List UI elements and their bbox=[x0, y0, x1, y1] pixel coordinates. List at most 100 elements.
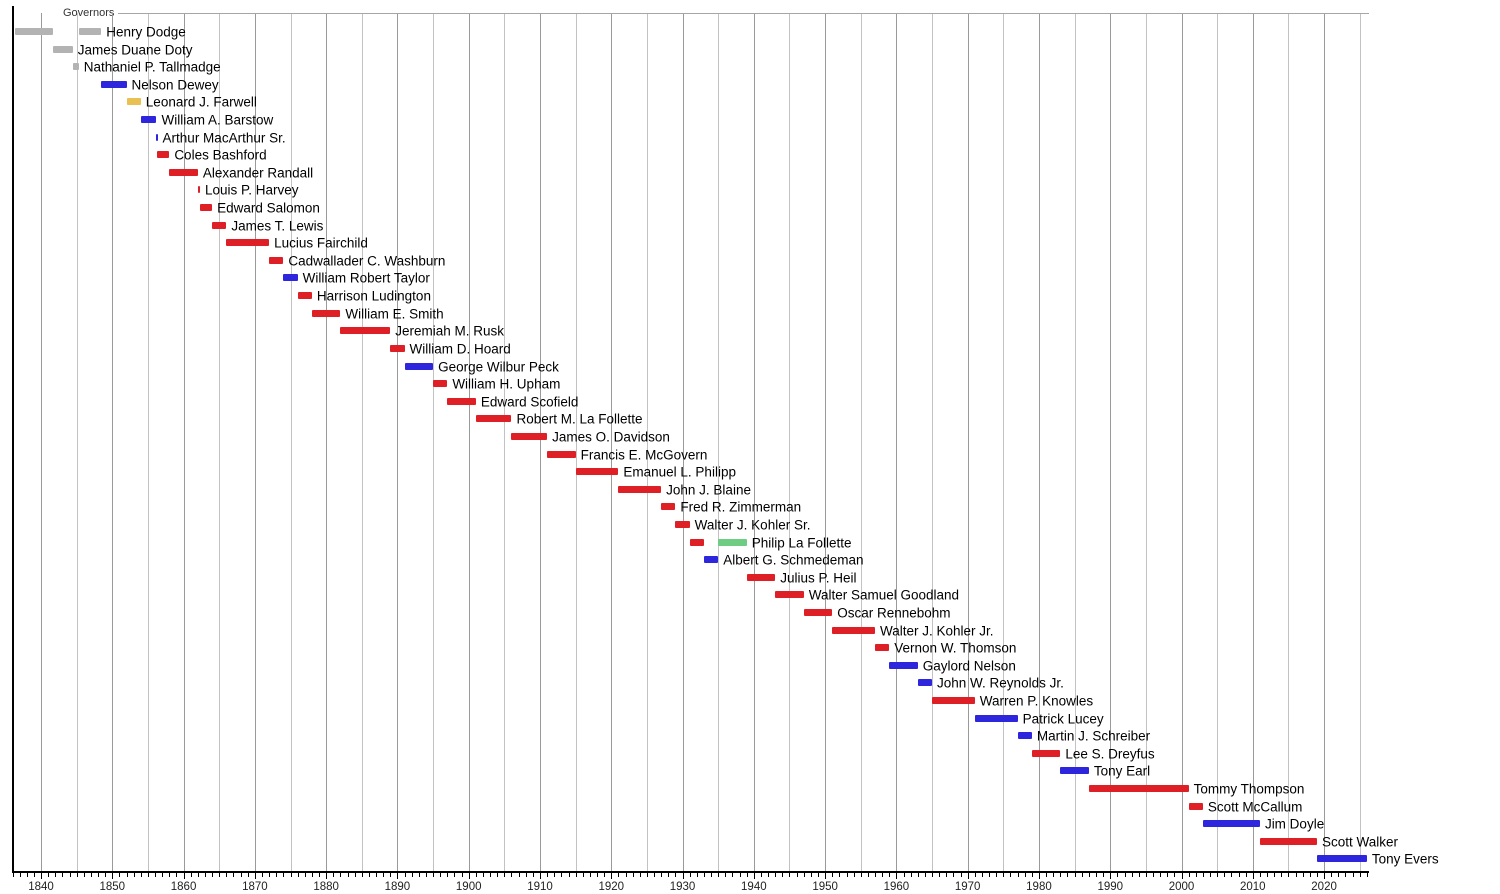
governor-label-albert-g-schmedeman: Albert G. Schmedeman bbox=[723, 552, 864, 568]
major-tick-1990 bbox=[1110, 873, 1112, 879]
minor-tick-1959 bbox=[889, 873, 891, 877]
minor-tick-1893 bbox=[418, 873, 420, 877]
axis-tick-label-1920: 1920 bbox=[598, 881, 625, 893]
term-bar-warren-p-knowles bbox=[932, 697, 975, 705]
axis-tick-label-1910: 1910 bbox=[527, 881, 553, 893]
governor-label-patrick-lucey: Patrick Lucey bbox=[1022, 710, 1104, 726]
term-bar-coles-bashford bbox=[156, 151, 170, 159]
term-bar-julius-p-heil bbox=[746, 573, 776, 581]
major-tick-1960 bbox=[896, 873, 898, 879]
axis-tick-label-1970: 1970 bbox=[954, 881, 981, 893]
minor-tick-2024 bbox=[1352, 873, 1354, 877]
term-bar-albert-g-schmedeman bbox=[703, 556, 719, 564]
term-bar-louis-p-harvey bbox=[197, 186, 200, 194]
gridline-1925 bbox=[646, 13, 648, 871]
minor-tick-1899 bbox=[461, 873, 463, 877]
minor-tick-2012 bbox=[1267, 873, 1269, 877]
governor-label-lee-s-dreyfus: Lee S. Dreyfus bbox=[1065, 746, 1155, 762]
gridline-1885 bbox=[361, 13, 363, 871]
minor-tick-2009 bbox=[1245, 873, 1247, 877]
term-bar-john-w-reynolds-jr bbox=[917, 679, 933, 687]
minor-tick-2026 bbox=[1366, 873, 1368, 877]
axis-tick-label-1880: 1880 bbox=[313, 881, 339, 893]
governor-label-francis-e-mcgovern: Francis E. McGovern bbox=[580, 446, 708, 462]
minor-tick-1854 bbox=[140, 873, 142, 877]
axis-tick-label-1870: 1870 bbox=[242, 881, 268, 893]
minor-tick-1889 bbox=[390, 873, 392, 877]
gridline-1875 bbox=[290, 13, 292, 871]
minor-tick-1984 bbox=[1067, 873, 1069, 877]
term-bar-nathaniel-p-tallmadge bbox=[72, 63, 79, 71]
minor-tick-1931 bbox=[689, 873, 691, 877]
minor-tick-1872 bbox=[269, 873, 271, 877]
governor-label-william-d-hoard: William D. Hoard bbox=[409, 341, 511, 357]
term-bar-william-robert-taylor bbox=[283, 274, 298, 282]
gridline-1910 bbox=[539, 13, 541, 871]
term-bar-william-e-smith bbox=[311, 309, 341, 317]
minor-tick-1904 bbox=[497, 873, 499, 877]
minor-tick-1886 bbox=[368, 873, 370, 877]
major-tick-1910 bbox=[539, 873, 541, 879]
minor-tick-1966 bbox=[939, 873, 941, 877]
minor-tick-1944 bbox=[782, 873, 784, 877]
gridline-1860 bbox=[183, 13, 185, 871]
governor-label-tony-earl: Tony Earl bbox=[1093, 763, 1151, 779]
governor-label-nathaniel-p-tallmadge: Nathaniel P. Tallmadge bbox=[83, 59, 221, 75]
term-bar-walter-j-kohler-jr bbox=[832, 626, 875, 634]
minor-tick-1865 bbox=[219, 873, 221, 877]
governor-label-walter-samuel-goodland: Walter Samuel Goodland bbox=[808, 587, 960, 603]
minor-tick-1952 bbox=[839, 873, 841, 877]
minor-tick-1976 bbox=[1010, 873, 1012, 877]
minor-tick-1983 bbox=[1060, 873, 1062, 877]
gridline-1930 bbox=[682, 13, 684, 871]
minor-tick-1862 bbox=[197, 873, 199, 877]
major-tick-1850 bbox=[112, 873, 114, 879]
minor-tick-1843 bbox=[62, 873, 64, 877]
minor-tick-1842 bbox=[55, 873, 57, 877]
governor-label-william-h-upham: William H. Upham bbox=[452, 376, 561, 392]
term-bar-patrick-lucey bbox=[974, 714, 1018, 722]
term-bar-jim-doyle bbox=[1202, 820, 1260, 828]
y-axis-line bbox=[11, 6, 14, 873]
major-tick-2010 bbox=[1252, 873, 1254, 879]
minor-tick-1989 bbox=[1103, 873, 1105, 877]
gridline-1965 bbox=[932, 13, 934, 871]
axis-tick-label-2020: 2020 bbox=[1311, 881, 1337, 893]
governor-label-jim-doyle: Jim Doyle bbox=[1264, 816, 1325, 832]
minor-tick-1979 bbox=[1031, 873, 1033, 877]
minor-tick-2003 bbox=[1202, 873, 1204, 877]
gridline-1900 bbox=[468, 13, 470, 871]
gridline-1845 bbox=[76, 13, 78, 871]
minor-tick-1936 bbox=[725, 873, 727, 877]
minor-tick-1961 bbox=[903, 873, 905, 877]
minor-tick-1866 bbox=[226, 873, 228, 877]
governor-label-scott-mccallum: Scott McCallum bbox=[1207, 798, 1303, 814]
minor-tick-1947 bbox=[803, 873, 805, 877]
minor-tick-1911 bbox=[547, 873, 549, 877]
governor-label-edward-scofield: Edward Scofield bbox=[480, 393, 579, 409]
minor-tick-1962 bbox=[910, 873, 912, 877]
major-tick-1950 bbox=[825, 873, 827, 879]
term-bar-tony-earl bbox=[1060, 767, 1089, 775]
minor-tick-2022 bbox=[1338, 873, 1340, 877]
minor-tick-1988 bbox=[1095, 873, 1097, 877]
minor-tick-1957 bbox=[875, 873, 876, 877]
major-tick-1930 bbox=[682, 873, 684, 879]
minor-tick-1892 bbox=[411, 873, 413, 877]
term-bar-walter-samuel-goodland bbox=[775, 591, 804, 599]
minor-tick-1999 bbox=[1174, 873, 1176, 877]
minor-tick-1848 bbox=[98, 873, 100, 877]
minor-tick-1914 bbox=[568, 873, 570, 877]
minor-tick-1933 bbox=[703, 873, 705, 877]
axis-tick-label-1860: 1860 bbox=[170, 881, 197, 893]
governor-label-alexander-randall: Alexander Randall bbox=[202, 165, 314, 181]
minor-tick-1926 bbox=[654, 873, 656, 877]
minor-tick-1853 bbox=[133, 873, 135, 877]
minor-tick-2016 bbox=[1295, 873, 1297, 877]
minor-tick-1982 bbox=[1053, 873, 1055, 877]
term-bar-alexander-randall bbox=[169, 168, 198, 176]
term-bar-william-a-barstow bbox=[140, 116, 157, 124]
term-bar-cadwallader-c-washburn bbox=[269, 256, 284, 264]
governor-label-vernon-w-thomson: Vernon W. Thomson bbox=[894, 640, 1017, 656]
term-bar-george-wilbur-peck bbox=[404, 362, 434, 370]
